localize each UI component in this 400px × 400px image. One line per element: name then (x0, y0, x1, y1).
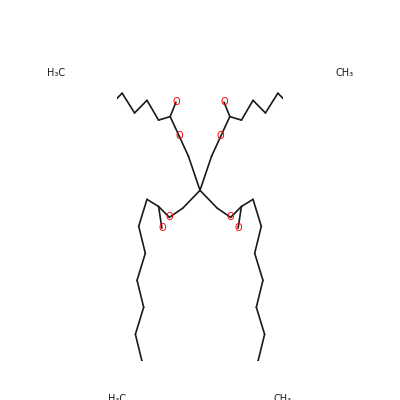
Text: O: O (158, 223, 166, 233)
Text: H₃C: H₃C (108, 394, 126, 400)
Text: O: O (176, 131, 183, 141)
Text: O: O (217, 131, 224, 141)
Text: O: O (166, 212, 173, 222)
Text: O: O (220, 97, 228, 107)
Text: CH₃: CH₃ (335, 68, 353, 78)
Text: H₃C: H₃C (47, 68, 65, 78)
Text: O: O (227, 212, 234, 222)
Text: O: O (172, 97, 180, 107)
Text: CH₃: CH₃ (274, 394, 292, 400)
Text: O: O (234, 223, 242, 233)
